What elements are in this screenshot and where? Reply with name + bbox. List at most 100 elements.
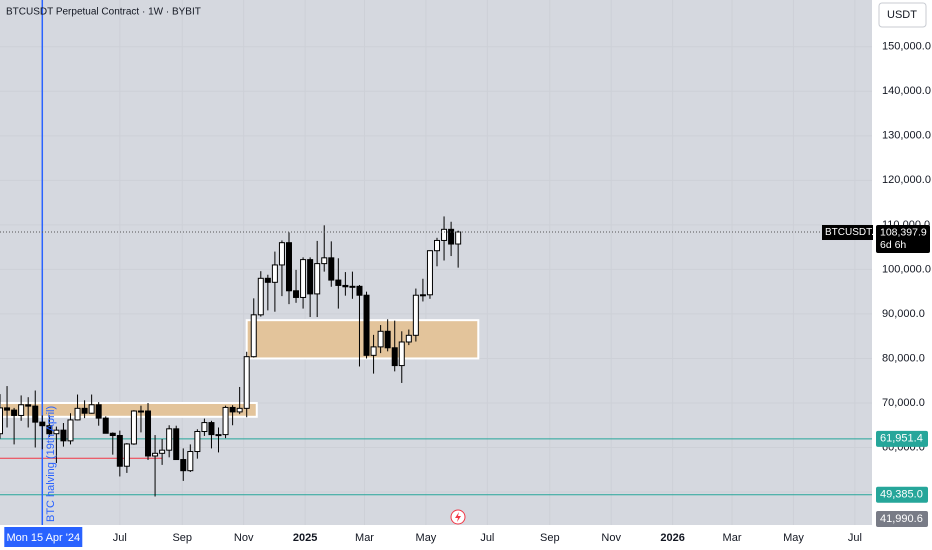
event-label: BTC halving (19th April) — [45, 406, 57, 522]
x-tick-label: Jul — [480, 532, 494, 544]
y-tick-label: 150,000.0 — [882, 41, 931, 53]
candle-body — [0, 407, 3, 435]
candle-body — [448, 228, 455, 245]
x-tick-label: Nov — [601, 532, 621, 544]
candle-body — [222, 406, 229, 436]
candle-body — [377, 330, 384, 348]
alert-bolt — [455, 512, 461, 522]
candle-body — [264, 277, 271, 283]
candle-body — [53, 429, 60, 435]
candle-body — [243, 356, 250, 409]
candle-body — [18, 404, 25, 416]
candle-body — [307, 259, 314, 295]
level-label-box — [876, 430, 928, 447]
x-tick-label: Sep — [172, 532, 192, 544]
candle-body — [215, 434, 222, 437]
crosshair-label: Mon 15 Apr '24 — [6, 532, 80, 544]
candle-body — [194, 430, 201, 453]
candle-body — [426, 250, 433, 296]
candle-body — [208, 422, 215, 436]
y-tick-label: 140,000.0 — [882, 85, 931, 97]
candle-body — [441, 228, 448, 241]
candle-body — [102, 417, 109, 434]
candle-body — [46, 425, 53, 435]
time-axis — [0, 525, 872, 550]
labels: 50,000.060,000.070,000.080,000.090,000.0… — [4, 41, 931, 547]
candle-body — [4, 407, 11, 411]
candle-body — [201, 422, 208, 432]
candle-body — [152, 452, 159, 457]
price-axis — [872, 0, 932, 550]
candle-body — [123, 443, 130, 467]
candle-body — [300, 259, 307, 298]
symbol-label: BTCUSDT.P — [825, 227, 881, 238]
candle-body — [271, 264, 278, 283]
candle-body — [116, 434, 123, 467]
candle-body — [109, 432, 116, 436]
candle-body — [257, 277, 264, 316]
candle-body — [67, 419, 74, 442]
y-tick-label: 100,000.0 — [882, 263, 931, 275]
candle-body — [285, 242, 292, 292]
x-tick-label: May — [783, 532, 804, 544]
candle-body — [130, 410, 137, 445]
price-zone — [0, 401, 258, 418]
crosshair-label-box — [4, 527, 83, 547]
x-tick-label: Nov — [234, 532, 254, 544]
currency-button[interactable] — [878, 2, 927, 28]
candle-body — [180, 459, 187, 472]
candle-body — [137, 410, 144, 413]
x-tick-label: May — [416, 532, 437, 544]
x-tick-label: Sep — [540, 532, 560, 544]
candle-body — [314, 263, 321, 295]
symbol-label-box — [822, 225, 873, 241]
candle-body — [81, 407, 88, 414]
y-tick-label: 70,000.0 — [882, 397, 925, 409]
candle-body — [229, 406, 236, 413]
candle-body — [321, 257, 328, 265]
candle-body — [145, 410, 152, 457]
candle-body — [166, 428, 173, 451]
last-price-label: 108,397.9 — [880, 226, 927, 238]
candle-body — [250, 314, 257, 358]
y-tick-label: 80,000.0 — [882, 352, 925, 364]
x-tick-label: Mar — [723, 532, 742, 544]
candle-body — [349, 285, 356, 288]
x-tick-label: Jul — [848, 532, 862, 544]
x-tick-label: Mar — [355, 532, 374, 544]
x-tick-label: Jul — [113, 532, 127, 544]
candle-body — [356, 285, 363, 296]
candle-body — [173, 428, 180, 461]
candle-body — [342, 284, 349, 288]
candle-body — [328, 257, 335, 281]
candle-body — [419, 294, 426, 297]
countdown-label: 6d 6h — [880, 239, 906, 251]
candle-body — [370, 346, 377, 356]
price-zone — [245, 319, 480, 360]
candle-body — [60, 429, 67, 442]
level-label-box — [876, 486, 928, 503]
y-tick-label: 120,000.0 — [882, 174, 931, 186]
currency-label[interactable]: USDT — [887, 9, 917, 21]
candle-body — [32, 405, 39, 423]
chart-title: BTCUSDT Perpetual Contract · 1W · BYBIT — [6, 7, 201, 18]
candle-body — [25, 404, 32, 407]
candle-body — [405, 334, 412, 343]
x-tick-label: 2025 — [293, 532, 317, 544]
candle-body — [434, 239, 441, 252]
y-tick-label: 130,000.0 — [882, 130, 931, 142]
candle-body — [455, 231, 462, 245]
y-tick-label: 90,000.0 — [882, 308, 925, 320]
low-label: 41,990.6 — [880, 513, 923, 525]
candle-body — [391, 347, 398, 367]
grid — [0, 0, 872, 525]
candle-body — [412, 294, 419, 336]
level-label: 61,951.4 — [880, 433, 923, 445]
candle-body — [11, 409, 18, 416]
candle-body — [39, 421, 46, 427]
candle-body — [74, 407, 81, 421]
plot-background — [0, 0, 872, 525]
low-label-box — [876, 511, 928, 527]
last-price-box — [876, 225, 930, 254]
